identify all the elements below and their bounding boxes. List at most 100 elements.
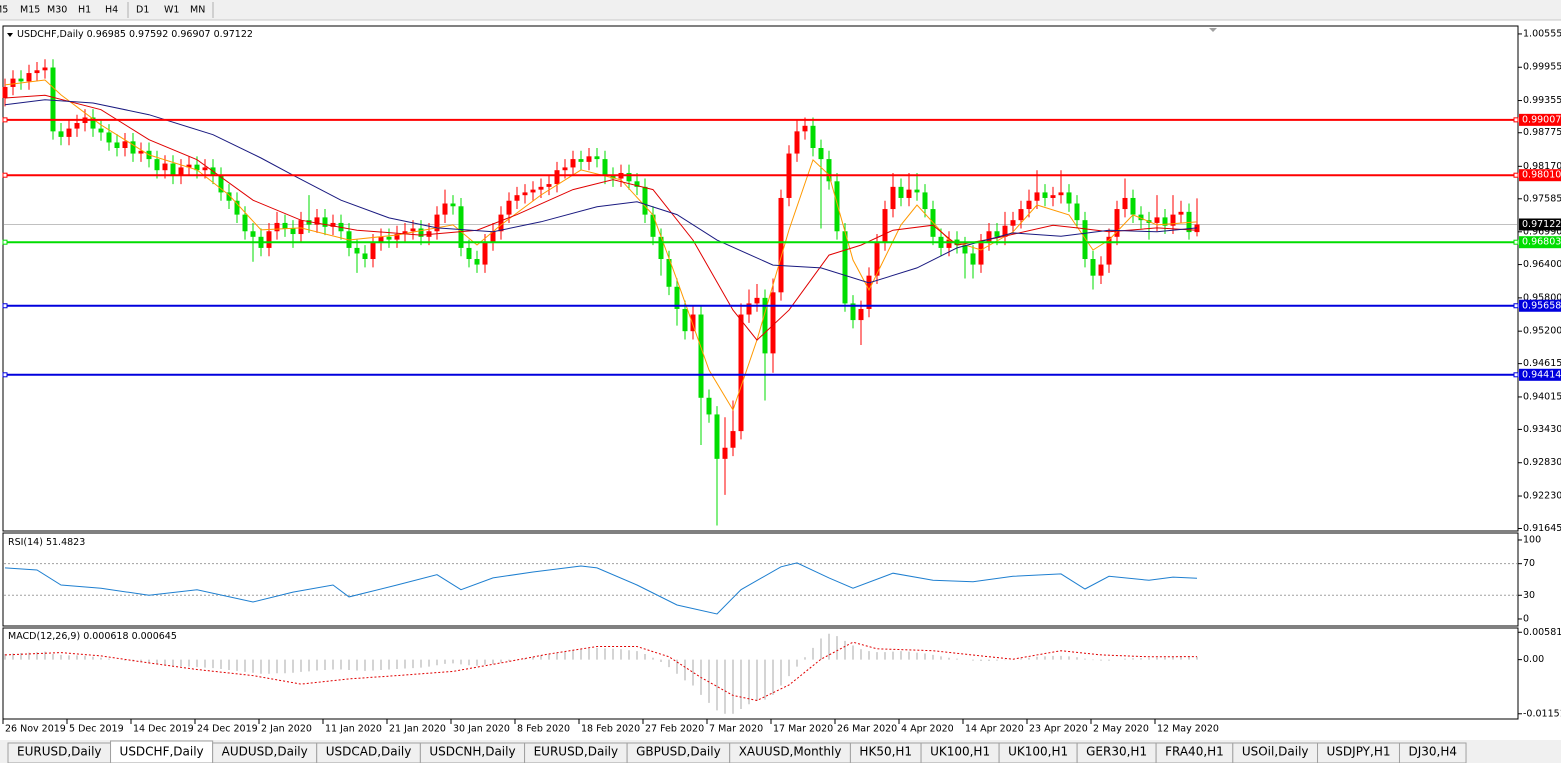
- date-label: 5 Dec 2019: [69, 724, 124, 735]
- tab[interactable]: GER30,H1: [1076, 742, 1157, 763]
- candle-body: [130, 141, 136, 154]
- candle-body: [562, 167, 568, 171]
- date-label: 14 Apr 2020: [965, 724, 1024, 735]
- level-label: 0.95658: [1522, 300, 1561, 311]
- rsi-tick-label: 0: [1523, 613, 1529, 624]
- candle-body: [394, 234, 400, 240]
- timeframe-button[interactable]: D1: [136, 5, 149, 16]
- candle-body: [1130, 197, 1136, 215]
- candle-body: [282, 222, 288, 229]
- current-price-label: 0.97122: [1522, 219, 1561, 230]
- candle-body: [1034, 192, 1040, 201]
- timeframe-button[interactable]: M30: [47, 5, 67, 16]
- tab-label: XAUUSD,Monthly: [739, 745, 842, 759]
- candle-body: [690, 314, 696, 332]
- candle-body: [754, 297, 760, 304]
- level-handle: [1513, 172, 1519, 178]
- tab[interactable]: EURUSD,Daily: [524, 742, 628, 763]
- candle-body: [842, 231, 848, 304]
- current-price-label-bg: [1519, 218, 1561, 231]
- candle-body: [770, 292, 776, 354]
- candle-body: [1066, 192, 1072, 204]
- candle-body: [1098, 264, 1104, 276]
- moving-average: [4, 99, 1198, 284]
- macd-tick-label: -0.011514: [1523, 708, 1561, 719]
- candle-body: [1050, 195, 1056, 198]
- candle-body: [882, 209, 888, 243]
- tab[interactable]: USDJPY,H1: [1317, 742, 1400, 763]
- tab-label: GBPUSD,Daily: [636, 745, 721, 759]
- timeframe-button[interactable]: H4: [105, 5, 118, 16]
- candle-body: [1058, 192, 1064, 196]
- candle-body: [738, 314, 744, 432]
- candle-body: [434, 214, 440, 232]
- tab[interactable]: EURUSD,Daily: [7, 742, 112, 763]
- tab[interactable]: AUDUSD,Daily: [212, 742, 318, 763]
- candle-body: [586, 156, 592, 162]
- macd-name: MACD(12,26,9): [8, 631, 80, 642]
- y-tick-label: 0.99955: [1523, 62, 1561, 73]
- date-label: 24 Dec 2019: [197, 724, 258, 735]
- date-label: 2 May 2020: [1093, 724, 1149, 735]
- rsi-panel: [2, 532, 1519, 627]
- candle-body: [706, 397, 712, 415]
- tab-label: USDCAD,Daily: [326, 745, 412, 759]
- level-handle: [2, 372, 8, 378]
- candle-body: [234, 200, 240, 215]
- macd-signal-value: 0.000645: [132, 631, 177, 642]
- tab[interactable]: DJ30,H4: [1398, 742, 1467, 763]
- date-label: 27 Feb 2020: [645, 724, 704, 735]
- date-label: 14 Dec 2019: [133, 724, 194, 735]
- tab-label: DJ30,H4: [1408, 745, 1457, 759]
- candle-body: [42, 67, 48, 71]
- tab[interactable]: USDCNH,Daily: [419, 742, 526, 763]
- tab-label: EURUSD,Daily: [534, 745, 619, 759]
- timeframe-button[interactable]: M15: [20, 5, 40, 16]
- rsi-tick-label: 30: [1523, 590, 1535, 601]
- level-label: 0.99007: [1522, 114, 1561, 125]
- level-handle: [1513, 239, 1519, 245]
- candle-body: [178, 167, 184, 176]
- date-label: 2 Jan 2020: [261, 724, 312, 735]
- candle-body: [666, 259, 672, 287]
- timeframe-button[interactable]: M5: [0, 5, 8, 16]
- tab[interactable]: XAUUSD,Monthly: [729, 742, 851, 763]
- candle-body: [1106, 236, 1112, 265]
- timeframe-button[interactable]: MN: [190, 5, 205, 16]
- candle-body: [722, 447, 728, 459]
- candle-body: [250, 231, 256, 237]
- candle-body: [74, 123, 80, 129]
- tab[interactable]: USOil,Daily: [1232, 742, 1319, 763]
- close: 0.97122: [214, 29, 253, 40]
- candle-body: [626, 172, 632, 182]
- date-label: 26 Mar 2020: [837, 724, 897, 735]
- level-label: 0.98010: [1522, 170, 1561, 181]
- tab[interactable]: UK100,H1: [920, 742, 1000, 763]
- candle-body: [674, 286, 680, 309]
- tab[interactable]: GBPUSD,Daily: [626, 742, 731, 763]
- tab-label: UK100,H1: [930, 745, 990, 759]
- tab-label: HK50,H1: [859, 745, 912, 759]
- candle-body: [354, 247, 360, 254]
- y-tick-label: 0.97585: [1523, 193, 1561, 204]
- candle-body: [370, 242, 376, 260]
- y-tick-label: 0.98170: [1523, 161, 1561, 172]
- tab[interactable]: UK100,H1: [998, 742, 1078, 763]
- candle-body: [10, 78, 16, 87]
- tab[interactable]: FRA40,H1: [1155, 742, 1234, 763]
- candle-body: [658, 236, 664, 260]
- timeframe-button[interactable]: H1: [78, 5, 91, 16]
- rsi-header: RSI(14) 51.4823: [8, 537, 85, 548]
- tab[interactable]: HK50,H1: [849, 742, 922, 763]
- candle-body: [906, 189, 912, 198]
- level-handle: [2, 239, 8, 245]
- tab[interactable]: USDCHF,Daily: [110, 740, 214, 763]
- rsi-value: 51.4823: [46, 537, 85, 548]
- candle-body: [890, 186, 896, 210]
- y-tick-label: 0.92230: [1523, 491, 1561, 502]
- timeframe-button[interactable]: W1: [164, 5, 179, 16]
- tab[interactable]: USDCAD,Daily: [316, 742, 421, 763]
- tab-label: USDJPY,H1: [1327, 745, 1391, 759]
- candle-body: [1026, 200, 1032, 210]
- moving-average: [4, 94, 1198, 341]
